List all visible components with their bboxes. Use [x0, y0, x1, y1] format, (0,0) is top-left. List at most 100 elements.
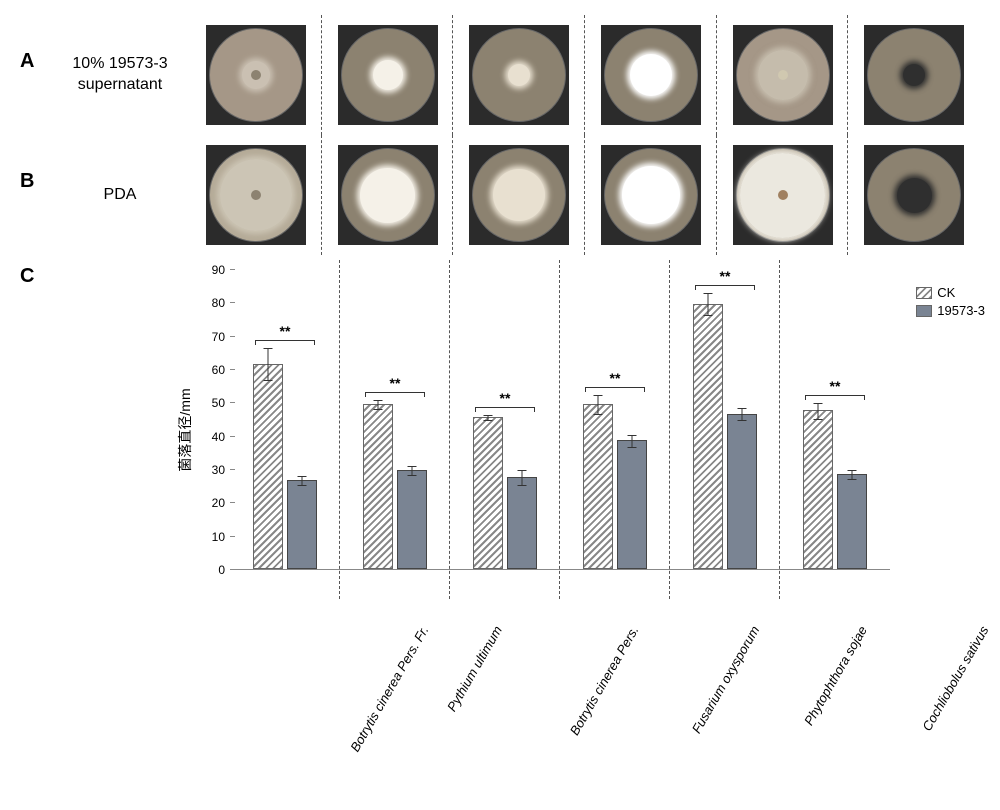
error-bar: [268, 348, 269, 381]
petri-plate: [472, 148, 566, 242]
colony: [622, 166, 680, 224]
colony-center: [778, 70, 788, 80]
dish-cell: [717, 140, 849, 250]
error-bar: [412, 466, 413, 476]
bar-group: **: [230, 270, 340, 569]
row-B-label: PDA: [50, 185, 190, 206]
row-B: B PDA: [20, 140, 980, 250]
panel-label-A: A: [20, 20, 50, 73]
legend-ck: CK: [916, 285, 985, 300]
x-axis-label: Cochliobolus sativus: [826, 580, 945, 595]
bar-group: **: [340, 270, 450, 569]
row-A-label: 10% 19573-3 supernatant: [50, 54, 190, 96]
bar-groups: ** ** ** ** ** **: [230, 270, 890, 569]
dishes-B: [190, 140, 980, 250]
error-bar: [378, 400, 379, 410]
sig-bracket: [805, 395, 865, 396]
dish-bg: [864, 145, 964, 245]
x-axis-label: Botrytis cinerea Pers.: [469, 580, 593, 595]
y-tick-label: 80: [190, 296, 225, 310]
sig-marker: **: [720, 268, 731, 284]
bar-group: **: [670, 270, 780, 569]
dish-bg: [733, 25, 833, 125]
colony-center: [251, 70, 261, 80]
bar-ck: [473, 417, 503, 569]
bar-treatment: [397, 470, 427, 569]
petri-plate: [867, 148, 961, 242]
bar-chart: 菌落直径/mm 0102030405060708090 ************…: [190, 260, 980, 600]
colony: [903, 64, 925, 86]
sig-bracket: [695, 285, 755, 286]
y-tick-label: 10: [190, 530, 225, 544]
dish-cell: [453, 20, 585, 130]
y-tick-label: 40: [190, 430, 225, 444]
x-axis-label: Phytophthora sojae: [714, 580, 826, 595]
bar-ck: [363, 404, 393, 569]
dish-cell: [322, 20, 454, 130]
petri-plate: [604, 28, 698, 122]
sig-marker: **: [830, 378, 841, 394]
figure: A 10% 19573-3 supernatant B PDA C 菌落直径/m…: [20, 20, 980, 780]
error-bar: [632, 435, 633, 448]
dish-bg: [206, 25, 306, 125]
y-tick-label: 60: [190, 363, 225, 377]
dish-bg: [338, 25, 438, 125]
petri-plate: [341, 148, 435, 242]
sig-marker: **: [610, 370, 621, 386]
petri-plate: [736, 148, 830, 242]
error-bar: [742, 408, 743, 421]
panel-label-C: C: [20, 260, 50, 288]
x-axis-label: Botrytis cinerea Pers. Fr.: [230, 580, 373, 595]
bar-treatment: [617, 440, 647, 569]
legend-tr: 19573-3: [916, 303, 985, 318]
sig-bracket: [255, 340, 315, 341]
dish-bg: [864, 25, 964, 125]
error-bar: [302, 476, 303, 486]
petri-plate: [736, 28, 830, 122]
petri-plate: [867, 28, 961, 122]
petri-plate: [209, 148, 303, 242]
error-bar: [522, 470, 523, 487]
sig-marker: **: [500, 390, 511, 406]
petri-plate: [604, 148, 698, 242]
bar-ck: [803, 410, 833, 569]
dish-bg: [338, 145, 438, 245]
y-tick-label: 30: [190, 463, 225, 477]
colony: [360, 168, 415, 223]
legend-ck-label: CK: [937, 285, 955, 300]
sig-marker: **: [280, 323, 291, 339]
x-axis-labels: Botrytis cinerea Pers. Fr.Pythium ultimu…: [230, 580, 890, 595]
error-bar: [598, 395, 599, 415]
sig-bracket: [585, 387, 645, 388]
panel-label-B: B: [20, 140, 50, 193]
petri-plate: [341, 28, 435, 122]
bar-ck: [693, 304, 723, 569]
error-bar: [852, 470, 853, 480]
y-tick-label: 0: [190, 563, 225, 577]
dish-cell: [585, 20, 717, 130]
dish-bg: [601, 25, 701, 125]
y-tick-label: 90: [190, 263, 225, 277]
dish-cell: [717, 20, 849, 130]
dish-bg: [469, 145, 569, 245]
bar-ck: [583, 404, 613, 569]
dish-bg: [601, 145, 701, 245]
y-tick-label: 70: [190, 330, 225, 344]
bar-treatment: [727, 414, 757, 569]
panel-C: C 菌落直径/mm 0102030405060708090 **********…: [20, 260, 980, 780]
dish-cell: [848, 140, 980, 250]
colony-center: [251, 190, 261, 200]
legend-tr-swatch: [916, 305, 932, 317]
legend-tr-label: 19573-3: [937, 303, 985, 318]
dish-cell: [848, 20, 980, 130]
dish-bg: [733, 145, 833, 245]
sig-bracket: [475, 407, 535, 408]
dish-cell: [190, 140, 322, 250]
dish-cell: [322, 140, 454, 250]
colony: [508, 64, 530, 86]
dish-bg: [206, 145, 306, 245]
bar-treatment: [837, 474, 867, 569]
legend: CK 19573-3: [916, 285, 985, 321]
legend-ck-swatch: [916, 287, 932, 299]
petri-plate: [209, 28, 303, 122]
